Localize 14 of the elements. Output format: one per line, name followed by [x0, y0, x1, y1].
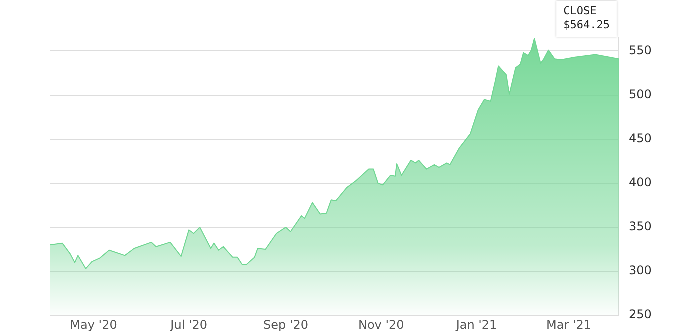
y-tick-label: 450 — [629, 131, 652, 146]
y-tick-label: 550 — [629, 43, 652, 58]
y-tick-label: 400 — [629, 176, 652, 190]
y-tick-label: 500 — [629, 87, 652, 102]
x-tick-label: Jan '21 — [455, 318, 498, 332]
y-tick-label: 300 — [629, 264, 652, 278]
y-tick-label: 350 — [629, 220, 652, 234]
x-tick-label: Sep '20 — [264, 318, 309, 332]
x-tick-label: Nov '20 — [358, 318, 404, 332]
x-tick-label: Jul '20 — [170, 318, 208, 332]
annotation: CLOSE $564.25 — [564, 4, 610, 32]
x-tick-label: Mar '21 — [546, 318, 592, 332]
y-tick-label: 250 — [629, 308, 652, 322]
x-tick-label: May '20 — [70, 318, 118, 332]
